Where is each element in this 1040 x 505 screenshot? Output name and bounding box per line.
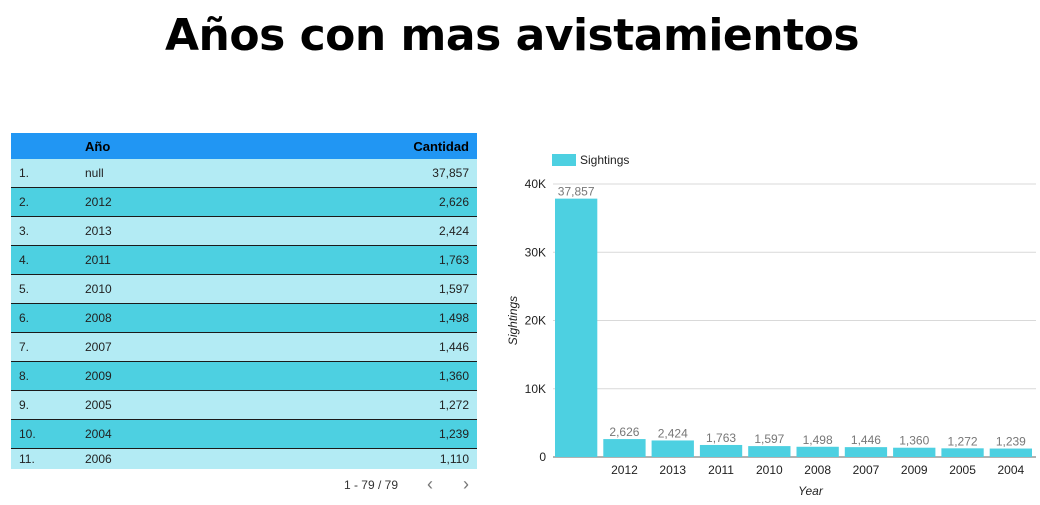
row-year: 2010 — [77, 274, 277, 304]
legend-label: Sightings — [580, 153, 629, 167]
bar[interactable] — [555, 198, 598, 457]
row-index: 10. — [11, 419, 77, 449]
table-row[interactable]: 8. 2009 1,360 — [11, 361, 477, 391]
chevron-right-icon[interactable]: › — [463, 474, 469, 494]
row-index: 2. — [11, 187, 77, 217]
row-count: 2,424 — [277, 216, 477, 246]
row-year: null — [77, 159, 277, 188]
row-index: 5. — [11, 274, 77, 304]
row-count: 1,272 — [277, 390, 477, 420]
data-label: 1,272 — [948, 434, 978, 448]
row-year: 2006 — [77, 448, 277, 469]
data-label: 1,446 — [851, 433, 881, 447]
bar[interactable] — [844, 447, 888, 457]
chevron-left-icon[interactable]: ‹ — [427, 474, 433, 494]
data-label: 37,857 — [558, 185, 595, 199]
pagination-range: 1 - 79 / 79 — [343, 478, 398, 492]
bar[interactable] — [941, 448, 984, 457]
bar[interactable] — [651, 440, 694, 457]
y-tick-label: 0 — [539, 450, 546, 464]
y-tick-label: 30K — [525, 245, 546, 259]
x-tick-label: 2013 — [659, 463, 686, 477]
x-axis-title: Year — [798, 484, 824, 498]
bar[interactable] — [796, 446, 839, 457]
data-label: 1,360 — [899, 434, 929, 448]
table-row[interactable]: 5. 2010 1,597 — [11, 274, 477, 304]
x-tick-label: 2005 — [949, 463, 976, 477]
legend-swatch[interactable] — [552, 154, 576, 166]
row-index: 1. — [11, 159, 77, 188]
data-label: 1,239 — [996, 435, 1026, 449]
y-tick-label: 40K — [525, 177, 546, 191]
row-year: 2008 — [77, 303, 277, 333]
table-row[interactable]: 3. 2013 2,424 — [11, 216, 477, 246]
header-count[interactable]: Cantidad — [277, 133, 477, 159]
x-tick-label: 2007 — [853, 463, 880, 477]
chart-svg: 0 10K 20K 30K 40K 37,857 2,626 2012 2,424 2013 1,7… — [506, 153, 1036, 498]
x-tick-label: 2010 — [756, 463, 783, 477]
table-pagination: 1 - 79 / 79 ‹ › — [11, 474, 477, 496]
row-count: 1,763 — [277, 245, 477, 275]
data-label: 1,763 — [706, 431, 736, 445]
y-axis-title: Sightings — [506, 296, 520, 345]
sightings-table-panel: Año Cantidad 1. null 37,857 2. 2012 2,626 3. 20… — [11, 133, 477, 469]
row-index: 8. — [11, 361, 77, 391]
bar[interactable] — [748, 446, 791, 457]
row-count: 1,360 — [277, 361, 477, 391]
data-label: 1,597 — [754, 432, 784, 446]
sightings-bar-chart: 0 10K 20K 30K 40K 37,857 2,626 2012 2,424 2013 1,7… — [500, 140, 1040, 500]
x-tick-label: 2008 — [804, 463, 831, 477]
y-tick-label: 20K — [525, 314, 546, 328]
data-label: 2,424 — [658, 426, 688, 440]
row-count: 1,239 — [277, 419, 477, 449]
table-header-row: Año Cantidad — [11, 133, 477, 159]
row-year: 2012 — [77, 187, 277, 217]
table-row[interactable]: 10. 2004 1,239 — [11, 419, 477, 449]
row-count: 1,446 — [277, 332, 477, 362]
row-index: 6. — [11, 303, 77, 333]
bar[interactable] — [893, 447, 936, 457]
bar[interactable] — [989, 448, 1032, 457]
page-title: Años con mas avistamientos — [164, 10, 860, 61]
row-count: 1,597 — [277, 274, 477, 304]
table-row[interactable]: 4. 2011 1,763 — [11, 245, 477, 275]
data-label: 1,498 — [803, 433, 833, 447]
table-row[interactable]: 7. 2007 1,446 — [11, 332, 477, 362]
row-index: 11. — [11, 448, 77, 469]
table-row[interactable]: 9. 2005 1,272 — [11, 390, 477, 420]
row-count: 1,498 — [277, 303, 477, 333]
table-row[interactable]: 1. null 37,857 — [11, 159, 477, 188]
row-year: 2005 — [77, 390, 277, 420]
data-label: 2,626 — [609, 425, 639, 439]
bar[interactable] — [699, 444, 743, 457]
row-year: 2013 — [77, 216, 277, 246]
row-count: 2,626 — [277, 187, 477, 217]
sightings-table: Año Cantidad 1. null 37,857 2. 2012 2,626 3. 20… — [11, 133, 477, 469]
header-year[interactable]: Año — [77, 133, 277, 159]
row-year: 2011 — [77, 245, 277, 275]
row-index: 4. — [11, 245, 77, 275]
row-count: 37,857 — [277, 159, 477, 188]
y-tick-label: 10K — [525, 382, 546, 396]
row-index: 3. — [11, 216, 77, 246]
row-year: 2009 — [77, 361, 277, 391]
x-tick-label: 2004 — [997, 463, 1024, 477]
header-index — [11, 133, 77, 159]
bar[interactable] — [603, 439, 646, 457]
row-year: 2004 — [77, 419, 277, 449]
row-count: 1,110 — [277, 448, 477, 469]
x-tick-label: 2009 — [901, 463, 928, 477]
table-body: 1. null 37,857 2. 2012 2,626 3. 2013 2,424 4. 2011… — [11, 159, 477, 469]
table-row[interactable]: 2. 2012 2,626 — [11, 187, 477, 217]
table-row[interactable]: 6. 2008 1,498 — [11, 303, 477, 333]
x-tick-label: 2012 — [611, 463, 638, 477]
table-row[interactable]: 11. 2006 1,110 — [11, 448, 477, 469]
row-index: 9. — [11, 390, 77, 420]
x-tick-label: 2011 — [708, 463, 734, 477]
row-year: 2007 — [77, 332, 277, 362]
row-index: 7. — [11, 332, 77, 362]
